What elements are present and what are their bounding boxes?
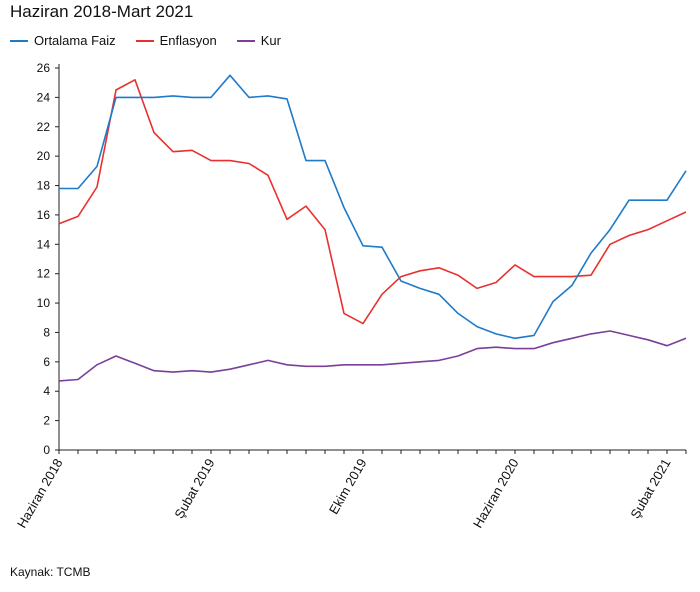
legend: Ortalama Faiz Enflasyon Kur xyxy=(10,33,281,48)
y-tick-label: 12 xyxy=(37,267,51,281)
legend-swatch-kur xyxy=(236,39,255,42)
x-tick-label: Şubat 2019 xyxy=(171,456,217,521)
y-tick-label: 4 xyxy=(43,384,50,398)
source-note: Kaynak: TCMB xyxy=(10,565,91,579)
y-tick-label: 10 xyxy=(37,296,51,310)
y-tick-label: 24 xyxy=(37,90,51,104)
legend-item-kur: Kur xyxy=(236,33,281,48)
series-line-enflasyon xyxy=(58,79,687,325)
series-line-ortalama-faiz xyxy=(59,74,687,340)
y-tick-label: 22 xyxy=(37,120,51,134)
y-tick-label: 0 xyxy=(43,443,50,457)
y-tick-label: 6 xyxy=(43,355,50,369)
legend-swatch-ortalama-faiz xyxy=(10,39,28,42)
x-tick-label: Haziran 2018 xyxy=(14,456,66,530)
x-tick-label: Şubat 2021 xyxy=(627,456,673,521)
y-tick-label: 14 xyxy=(37,237,51,251)
chart-title: Haziran 2018-Mart 2021 xyxy=(10,2,194,21)
y-tick-label: 20 xyxy=(37,149,51,163)
series-line-kur xyxy=(58,330,687,382)
y-tick-label: 16 xyxy=(37,208,51,222)
legend-label-ortalama-faiz: Ortalama Faiz xyxy=(34,33,116,48)
legend-swatch-enflasyon xyxy=(135,39,154,42)
legend-label-kur: Kur xyxy=(260,33,281,48)
y-tick-label: 26 xyxy=(37,61,51,75)
x-tick-label: Haziran 2020 xyxy=(470,456,522,530)
y-tick-label: 2 xyxy=(43,414,50,428)
x-tick-label: Ekim 2019 xyxy=(326,456,370,517)
legend-item-enflasyon: Enflasyon xyxy=(135,33,217,48)
legend-label-enflasyon: Enflasyon xyxy=(159,33,217,48)
y-tick-label: 18 xyxy=(37,179,51,193)
legend-item-ortalama-faiz: Ortalama Faiz xyxy=(10,33,116,48)
y-tick-label: 8 xyxy=(43,325,50,339)
